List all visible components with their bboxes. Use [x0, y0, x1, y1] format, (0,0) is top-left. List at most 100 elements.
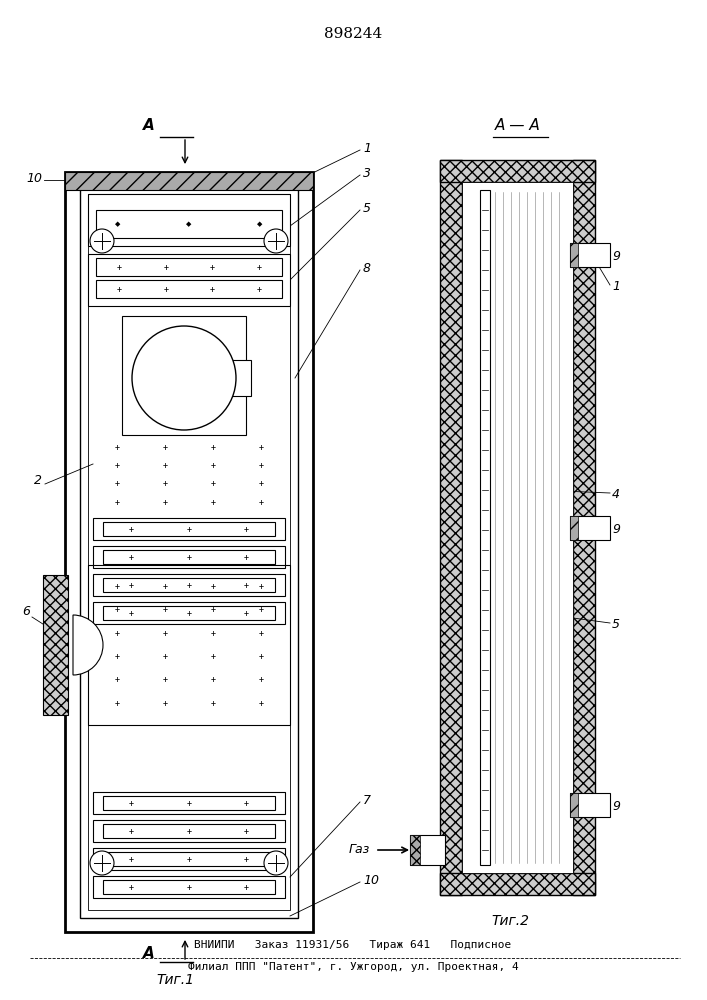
- Text: +: +: [259, 461, 264, 470]
- Text: +: +: [163, 652, 168, 661]
- Text: +: +: [211, 461, 216, 470]
- Text: +: +: [259, 498, 264, 507]
- Text: 5: 5: [363, 202, 371, 215]
- Text: +: +: [163, 461, 168, 470]
- Text: +: +: [115, 652, 119, 661]
- Text: +: +: [163, 629, 168, 638]
- Text: +: +: [244, 798, 249, 808]
- Text: +: +: [259, 676, 264, 684]
- Text: 8: 8: [363, 262, 371, 275]
- Bar: [103, 852, 275, 866]
- Text: +: +: [129, 826, 134, 836]
- Text: +: +: [115, 516, 119, 525]
- Text: +: +: [129, 524, 134, 534]
- Bar: [103, 606, 275, 620]
- Text: +: +: [210, 284, 215, 294]
- Bar: [103, 522, 275, 536]
- Text: ◆: ◆: [257, 221, 263, 227]
- Text: +: +: [211, 676, 216, 684]
- Text: +: +: [129, 854, 134, 863]
- Text: +: +: [244, 608, 249, 617]
- Text: +: +: [259, 605, 264, 614]
- Bar: [103, 824, 275, 838]
- Text: ◆: ◆: [115, 221, 121, 227]
- Text: +: +: [210, 262, 215, 271]
- Text: +: +: [244, 826, 249, 836]
- Text: +: +: [163, 516, 168, 525]
- Bar: [93, 602, 285, 624]
- Circle shape: [90, 229, 114, 253]
- Text: +: +: [187, 524, 192, 534]
- Text: +: +: [187, 552, 192, 562]
- Bar: [570, 243, 610, 267]
- Bar: [93, 848, 285, 870]
- Text: +: +: [244, 552, 249, 562]
- Bar: [96, 280, 282, 298]
- Text: +: +: [163, 699, 168, 708]
- Text: 9: 9: [612, 800, 620, 813]
- Text: 898244: 898244: [324, 27, 382, 41]
- Text: +: +: [163, 480, 168, 488]
- Text: 9: 9: [612, 250, 620, 263]
- Text: +: +: [115, 480, 119, 488]
- Text: +: +: [117, 284, 122, 294]
- Text: +: +: [211, 443, 216, 452]
- Circle shape: [264, 851, 288, 875]
- Text: Газ: Газ: [349, 843, 370, 856]
- Text: 7: 7: [363, 794, 371, 807]
- Text: +: +: [129, 608, 134, 617]
- Bar: [103, 550, 275, 564]
- Text: 1: 1: [363, 142, 371, 155]
- Text: Τиг.2: Τиг.2: [491, 914, 529, 928]
- Bar: [88, 194, 290, 910]
- Text: A — A: A — A: [495, 118, 541, 133]
- Text: +: +: [187, 798, 192, 808]
- Text: +: +: [211, 516, 216, 525]
- Bar: [93, 574, 285, 596]
- Text: +: +: [259, 629, 264, 638]
- Circle shape: [264, 229, 288, 253]
- Text: +: +: [256, 284, 262, 294]
- Text: +: +: [244, 580, 249, 589]
- Bar: [93, 546, 285, 568]
- Text: 6: 6: [22, 605, 30, 618]
- Text: +: +: [244, 524, 249, 534]
- Bar: [573, 160, 595, 895]
- Bar: [570, 516, 578, 540]
- Text: +: +: [259, 582, 264, 591]
- Bar: [88, 565, 290, 725]
- Text: +: +: [187, 882, 192, 892]
- Text: +: +: [211, 605, 216, 614]
- Bar: [96, 210, 282, 238]
- Bar: [88, 194, 290, 246]
- Text: +: +: [115, 699, 119, 708]
- Text: +: +: [256, 262, 262, 271]
- Text: +: +: [163, 262, 168, 271]
- Text: +: +: [259, 652, 264, 661]
- Bar: [440, 873, 595, 895]
- Bar: [480, 190, 490, 865]
- Bar: [410, 835, 445, 865]
- Bar: [462, 182, 573, 873]
- Text: 3: 3: [363, 167, 371, 180]
- Bar: [122, 316, 246, 435]
- Bar: [103, 578, 275, 592]
- Bar: [43, 575, 68, 715]
- Text: +: +: [129, 798, 134, 808]
- Text: +: +: [211, 480, 216, 488]
- Text: +: +: [163, 605, 168, 614]
- Bar: [570, 243, 578, 267]
- Text: +: +: [115, 676, 119, 684]
- Text: ◆: ◆: [187, 221, 192, 227]
- Text: +: +: [115, 461, 119, 470]
- Text: +: +: [115, 629, 119, 638]
- Text: 1: 1: [612, 280, 620, 293]
- Text: +: +: [187, 608, 192, 617]
- Text: 10: 10: [26, 172, 42, 185]
- Bar: [93, 876, 285, 898]
- Text: +: +: [163, 582, 168, 591]
- Text: +: +: [187, 580, 192, 589]
- Circle shape: [90, 851, 114, 875]
- Text: +: +: [259, 480, 264, 488]
- Text: +: +: [211, 629, 216, 638]
